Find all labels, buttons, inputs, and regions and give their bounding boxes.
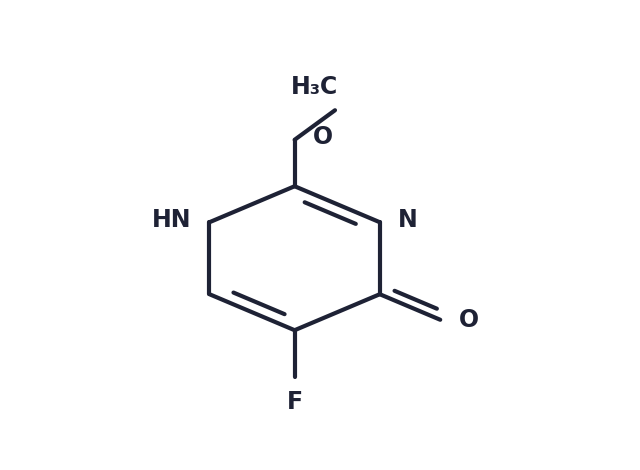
Text: O: O xyxy=(460,308,479,332)
Text: H₃C: H₃C xyxy=(291,75,338,99)
Text: O: O xyxy=(312,125,333,149)
Text: N: N xyxy=(397,208,417,232)
Text: HN: HN xyxy=(152,208,192,232)
Text: F: F xyxy=(287,390,303,414)
